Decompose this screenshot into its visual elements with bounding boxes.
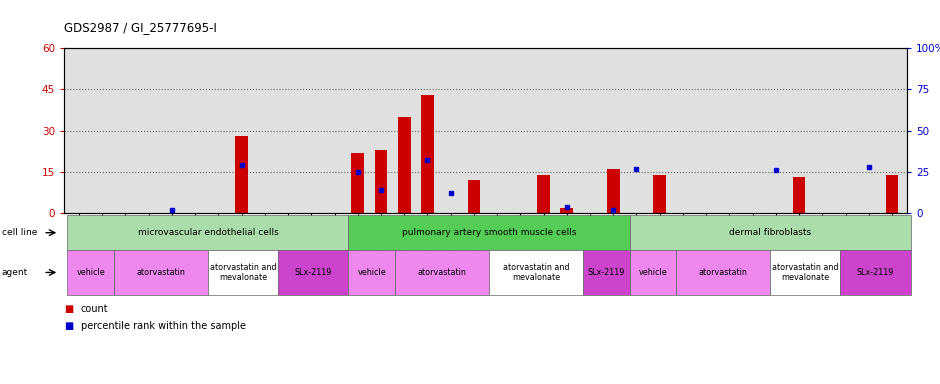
Text: vehicle: vehicle bbox=[357, 268, 386, 277]
Text: microvascular endothelial cells: microvascular endothelial cells bbox=[137, 228, 278, 237]
Text: atorvastatin: atorvastatin bbox=[417, 268, 466, 277]
Text: atorvastatin: atorvastatin bbox=[698, 268, 747, 277]
Text: ■: ■ bbox=[64, 321, 73, 331]
Bar bbox=[560, 208, 573, 213]
Bar bbox=[421, 95, 434, 213]
Text: percentile rank within the sample: percentile rank within the sample bbox=[81, 321, 246, 331]
Bar bbox=[792, 177, 806, 213]
Text: SLx-2119: SLx-2119 bbox=[294, 268, 332, 277]
Bar bbox=[398, 117, 411, 213]
Text: dermal fibroblasts: dermal fibroblasts bbox=[729, 228, 811, 237]
Bar bbox=[537, 175, 550, 213]
Bar bbox=[235, 136, 248, 213]
Text: cell line: cell line bbox=[2, 228, 38, 237]
Text: vehicle: vehicle bbox=[76, 268, 105, 277]
Text: SLx-2119: SLx-2119 bbox=[856, 268, 894, 277]
Text: SLx-2119: SLx-2119 bbox=[588, 268, 625, 277]
Bar bbox=[885, 175, 899, 213]
Text: pulmonary artery smooth muscle cells: pulmonary artery smooth muscle cells bbox=[401, 228, 576, 237]
Text: atorvastatin and
mevalonate: atorvastatin and mevalonate bbox=[503, 263, 569, 282]
Bar bbox=[653, 175, 666, 213]
Bar bbox=[352, 152, 364, 213]
Text: atorvastatin and
mevalonate: atorvastatin and mevalonate bbox=[772, 263, 838, 282]
Bar bbox=[375, 150, 387, 213]
Text: atorvastatin and
mevalonate: atorvastatin and mevalonate bbox=[210, 263, 276, 282]
Bar bbox=[607, 169, 619, 213]
Text: atorvastatin: atorvastatin bbox=[136, 268, 185, 277]
Text: vehicle: vehicle bbox=[638, 268, 667, 277]
Text: agent: agent bbox=[2, 268, 28, 277]
Text: count: count bbox=[81, 304, 108, 314]
Text: GDS2987 / GI_25777695-I: GDS2987 / GI_25777695-I bbox=[64, 21, 217, 34]
Bar bbox=[467, 180, 480, 213]
Text: ■: ■ bbox=[64, 304, 73, 314]
